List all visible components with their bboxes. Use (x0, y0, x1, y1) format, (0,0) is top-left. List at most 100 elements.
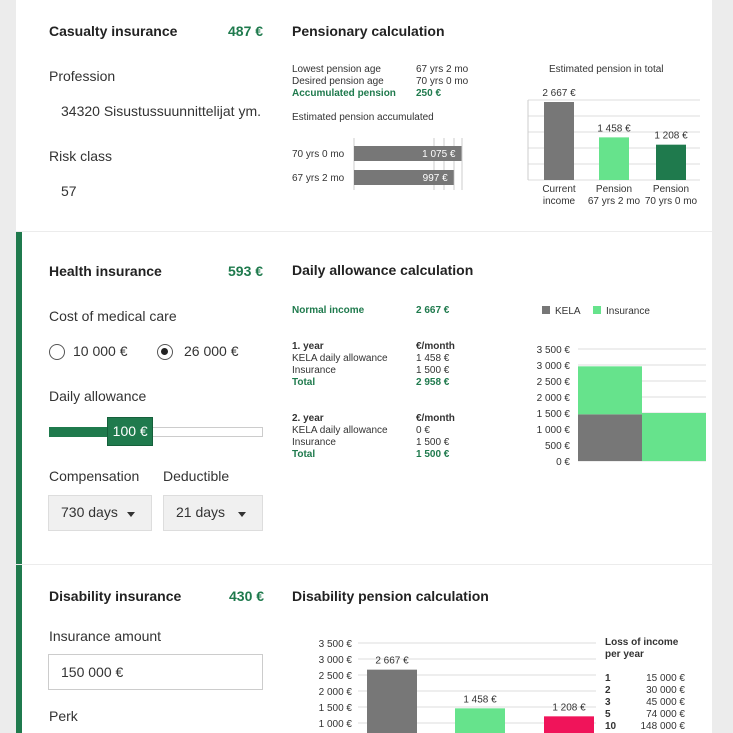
radio-26000-label[interactable]: 26 000 € (184, 343, 239, 359)
slider-fill (49, 427, 115, 437)
loss-year: 2 (605, 685, 611, 696)
daily-ytick-label: 0 € (556, 457, 570, 468)
total-bar (656, 144, 686, 180)
total-category-label: Current (542, 184, 576, 195)
accumulated-pension-label: Accumulated pension (292, 88, 396, 99)
total-category-label: Pension (653, 184, 689, 195)
accumulated-pension-value: 250 € (416, 88, 442, 99)
compensation-value: 730 days (61, 504, 118, 520)
legend-label-kela: KELA (555, 306, 581, 317)
desired-age-value: 70 yrs 0 mo (416, 76, 469, 87)
dis-bar-label: 1 458 € (463, 694, 497, 705)
year2-insurance-label: Insurance (292, 437, 336, 448)
total-category-label: 70 yrs 0 mo (645, 196, 698, 207)
risk-class-value[interactable]: 57 (61, 183, 77, 199)
risk-class-label: Risk class (49, 148, 113, 164)
loss-year: 10 (605, 721, 617, 732)
year1-kela-value: 1 458 € (416, 353, 450, 364)
desired-age-label: Desired pension age (292, 76, 384, 87)
loss-row: 5 74 000 € (605, 709, 685, 721)
loss-row: 3 45 000 € (605, 697, 685, 709)
daily-ytick-label: 1 000 € (537, 425, 571, 436)
radio-26000[interactable] (157, 344, 173, 360)
slider-handle[interactable]: 100 € (107, 417, 154, 446)
chevron-down-icon (127, 512, 135, 517)
radio-10000-label[interactable]: 10 000 € (73, 343, 128, 359)
dis-ytick-label: 3 500 € (319, 639, 353, 650)
dis-bar (367, 669, 417, 733)
loss-row: 2 30 000 € (605, 685, 685, 697)
year2-unit: €/month (416, 413, 455, 424)
total-bar-label: 2 667 € (542, 88, 576, 99)
year1-insurance-value: 1 500 € (416, 365, 450, 376)
total-category-label: Pension (596, 184, 632, 195)
year1-kela-label: KELA daily allowance (292, 353, 388, 364)
year1-total-label: Total (292, 377, 316, 388)
year2-kela-value: 0 € (416, 425, 430, 436)
medical-care-label: Cost of medical care (49, 308, 177, 324)
disability-pension-chart: 3 500 € 3 000 € 2 500 € 2 000 € 1 500 € 1 000… (319, 639, 596, 733)
deductible-select[interactable]: 21 days (163, 495, 263, 531)
loss-year: 1 (605, 673, 611, 684)
accum-bar (354, 146, 462, 161)
year2-insurance-value: 1 500 € (416, 437, 450, 448)
accum-bar-label: 1 075 € (422, 149, 456, 160)
daily-bar-segment (642, 413, 706, 461)
accum-bar-label: 997 € (423, 173, 448, 184)
loss-value: 30 000 € (646, 685, 685, 696)
daily-allowance-label: Daily allowance (49, 388, 147, 404)
deductible-value: 21 days (176, 504, 226, 520)
compensation-label: Compensation (49, 468, 140, 484)
daily-ytick-label: 500 € (545, 441, 570, 452)
chevron-down-icon (238, 512, 246, 517)
total-category-label: 67 yrs 2 mo (588, 196, 641, 207)
daily-bar-segment (578, 414, 642, 461)
compensation-select[interactable]: 730 days (48, 495, 152, 531)
year2-total-label: Total (292, 449, 316, 460)
daily-allowance-chart: KELA Insurance 3 500 € 3 000 € 2 500 € 2 00… (537, 306, 706, 468)
lowest-age-label: Lowest pension age (292, 64, 381, 75)
loss-row: 1 15 000 € (605, 673, 685, 685)
loss-year: 5 (605, 709, 611, 720)
year1-insurance-label: Insurance (292, 365, 336, 376)
disability-price: 430 € (229, 588, 265, 604)
insurance-amount-input[interactable]: 150 000 € (48, 654, 263, 690)
lowest-age-value: 67 yrs 2 mo (416, 64, 469, 75)
pensionary-calc-title: Pensionary calculation (292, 23, 445, 39)
disability-calc-title: Disability pension calculation (292, 588, 489, 604)
profession-value[interactable]: 34320 Sisustussuunnittelijat ym. (61, 103, 261, 119)
dis-ytick-label: 3 000 € (319, 655, 353, 666)
accum-chart: 70 yrs 0 mo 67 yrs 2 mo 1 075 € 997 € (292, 138, 463, 190)
year2-kela-label: KELA daily allowance (292, 425, 388, 436)
accum-cat-label: 67 yrs 2 mo (292, 173, 345, 184)
daily-allowance-slider[interactable] (49, 427, 263, 437)
radio-10000[interactable] (49, 344, 65, 360)
profession-label: Profession (49, 68, 116, 84)
health-card: Health insurance 593 € Cost of medical c… (16, 232, 712, 564)
total-bar-label: 1 208 € (654, 131, 688, 142)
dis-bar (544, 716, 594, 733)
dis-ytick-label: 1 500 € (319, 703, 353, 714)
accum-cat-label: 70 yrs 0 mo (292, 149, 345, 160)
casualty-title: Casualty insurance (49, 23, 178, 39)
loss-year: 3 (605, 697, 611, 708)
loss-value: 45 000 € (646, 697, 685, 708)
accum-bar (354, 170, 454, 185)
loss-row: 10 148 000 € (605, 721, 685, 733)
deductible-label: Deductible (163, 468, 230, 484)
legend-label-insurance: Insurance (606, 306, 650, 317)
legend-swatch-kela (542, 306, 550, 314)
disability-card: Disability insurance 430 € Insurance amo… (16, 565, 712, 733)
loss-value: 148 000 € (640, 721, 686, 732)
health-price: 593 € (228, 263, 264, 279)
daily-ytick-label: 3 000 € (537, 361, 571, 372)
casualty-price: 487 € (228, 23, 264, 39)
daily-bar-segment (578, 366, 642, 415)
insurance-amount-label: Insurance amount (49, 628, 162, 644)
total-bar-label: 1 458 € (597, 123, 631, 134)
year1-total-value: 2 958 € (416, 377, 450, 388)
year1-head: 1. year (292, 341, 324, 352)
total-chart-title: Estimated pension in total (549, 64, 664, 75)
normal-income-label: Normal income (292, 305, 365, 316)
